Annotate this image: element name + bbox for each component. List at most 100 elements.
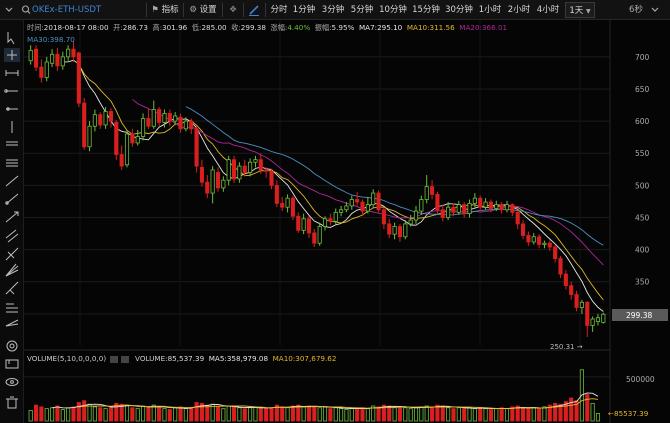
volume-label: VOLUME: [135,354,168,363]
spiral-icon[interactable] [6,340,18,352]
candle-body [178,116,183,130]
volume-bar [430,406,435,422]
volume-bar [371,405,376,422]
parallel-lines-icon[interactable] [6,141,18,146]
volume-bar [194,402,199,422]
candle-body [130,133,135,144]
draw-pen-icon[interactable] [246,2,262,18]
crosshair-tool-icon[interactable] [4,48,20,62]
candle-body [563,273,568,287]
timeframe-1m[interactable]: 1分钟 [292,5,316,15]
timeframe-1h[interactable]: 1小时 [478,5,502,15]
candle-body [451,206,456,213]
candle-body [435,193,440,211]
eye-icon[interactable] [5,378,19,386]
volume-bar [167,409,172,422]
timeframe-4h[interactable]: 4小时 [536,5,560,15]
volume-info-line: VOLUME(5,10,0,0,0,0) VOLUME:85,537.39 MA… [27,354,336,363]
time-value: 2018-08-17 08:00 [43,23,109,32]
high-label: 高: [152,23,163,32]
timeframe-30m[interactable]: 30分钟 [445,5,473,15]
measure-icon[interactable] [5,359,19,369]
candle-body [579,301,584,308]
horizontal-segment-icon[interactable] [6,107,18,111]
timeframe-3m[interactable]: 3分钟 [321,5,345,15]
close-value: 299.38 [240,23,266,32]
ma10-line [78,64,604,301]
timeframe-2h[interactable]: 2小时 [507,5,531,15]
gann-fan-icon[interactable] [5,263,19,277]
volume-ma10-value: 307,679.62 [295,354,337,363]
candle-body [141,118,146,137]
candle-body [483,201,488,208]
volume-bar [569,397,574,422]
volume-bar [467,407,472,422]
ma30-line [185,106,604,246]
candle-body [312,232,317,244]
volume-settings-icon[interactable] [110,355,119,363]
ma10-value: 311.56 [429,23,455,32]
candle-body [365,204,370,212]
volume-bar [462,408,467,422]
crosshair-icon[interactable]: ✥ [229,5,237,15]
ma30-label: MA30: [27,35,50,44]
candle-body [167,112,172,122]
low-price-marker: 250.31 → [550,343,583,351]
candle-body [28,50,33,62]
candle-body [151,109,156,127]
candle-body [419,199,424,212]
dropdown-toggle-icon[interactable] [3,2,15,18]
candle-body [87,125,92,148]
volume-bar [76,402,81,422]
volume-bar [157,407,162,422]
fibonacci-fan-icon[interactable] [5,281,19,295]
candle-body [371,192,376,206]
fibonacci-retracement-icon[interactable] [6,303,18,313]
candle-body [515,211,520,225]
volume-bar [339,408,344,422]
candles [28,41,606,338]
volume-bar [205,404,210,422]
speed-lines-icon[interactable] [5,319,19,327]
volume-bar [124,404,130,422]
symbol-label[interactable]: OKEx-ETH-USDT [32,5,102,15]
price-tick-label: 600 [635,117,650,126]
timeframe-5m[interactable]: 5分钟 [350,5,374,15]
pitchfork-icon[interactable] [5,247,19,261]
settings-button[interactable]: ⚙ 设置 [186,2,220,18]
candle-body [462,204,467,215]
timeframe-10m[interactable]: 10分钟 [379,5,407,15]
trash-icon[interactable] [6,396,18,409]
horizontal-line-icon[interactable] [5,70,19,76]
candle-body [397,226,403,238]
volume-bar [419,406,424,422]
volume-bar [365,408,370,422]
indicators-button[interactable]: ⚑ 指标 [149,2,181,18]
trend-ray-icon[interactable] [5,193,19,205]
timeframe-15m[interactable]: 15分钟 [412,5,440,15]
volume-bar [199,402,204,422]
timeframe-fenshi[interactable]: 分时 [270,5,288,15]
timeframe-1d-dropdown[interactable]: 1天 ▼ [565,2,595,18]
toolbar-separator [243,3,244,17]
chevron-down-icon[interactable] [648,2,662,18]
candle-body [71,48,76,58]
price-channel-icon[interactable] [6,159,18,167]
trend-line-icon[interactable] [5,175,19,187]
candle-body [189,120,194,130]
volume-close-icon[interactable] [120,355,129,363]
search-icon[interactable] [20,2,32,18]
cursor-arrow-icon[interactable] [7,32,15,45]
volume-bar [269,407,274,422]
top-toolbar: OKEx-ETH-USDT ⚑ 指标 ⚙ 设置 ✥ 分时 1分钟 3分钟 5分钟… [0,0,670,20]
candle-body [253,159,258,163]
arrow-line-icon[interactable] [5,211,19,223]
candle-body [76,52,81,104]
horizontal-ray-icon[interactable] [4,89,18,93]
volume-bar [520,407,526,422]
amplitude-label: 振幅: [314,23,332,32]
parallel-channel-icon[interactable] [5,229,19,243]
candle-body [173,115,178,122]
refresh-interval-label[interactable]: 6秒 [629,5,643,15]
